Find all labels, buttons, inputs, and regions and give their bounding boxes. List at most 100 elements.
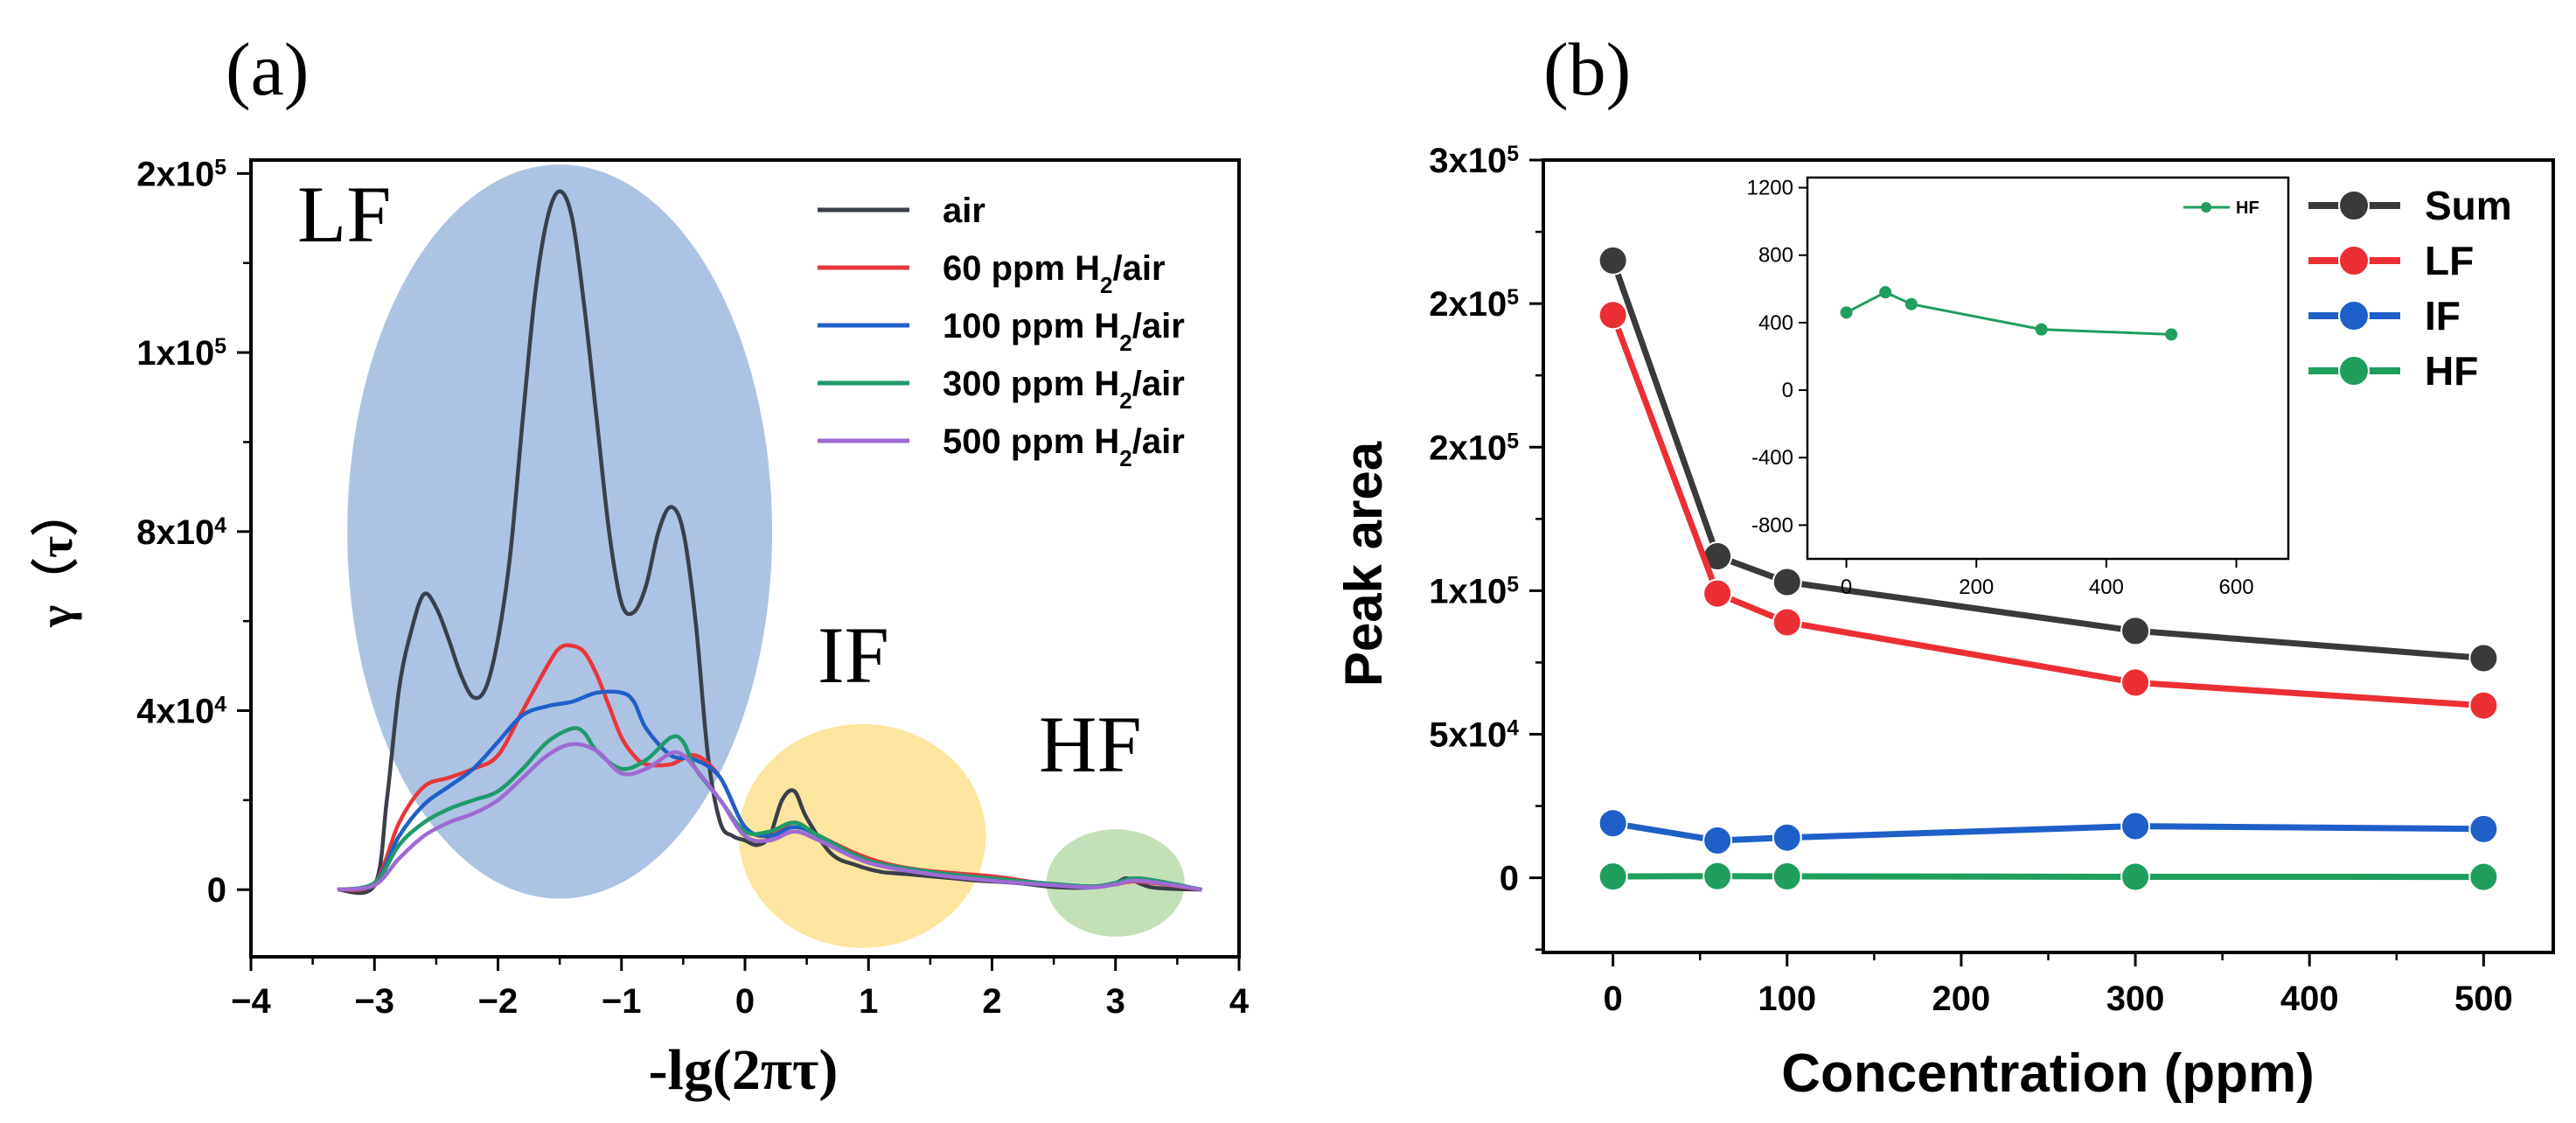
inset-legend-label: HF [2236,199,2259,218]
inset-marker-hf [1840,306,1853,319]
legend-label: Sum [2425,183,2512,228]
inset-x-tick-label: 400 [2089,575,2124,599]
x-tick-label: 0 [735,982,755,1021]
inset-y-tick-label: 1200 [1747,177,1793,200]
inset-frame [1806,176,2290,561]
panel-a-label: (a) [226,27,309,111]
plot-a-y-ticks: 0 4x104 8x104 1x105 2x105 [136,155,251,910]
x-tick-label: 300 [2106,980,2165,1018]
legend-marker [2338,245,2370,276]
x-tick-label: 200 [1932,980,1991,1018]
inset-y-tick-label: -400 [1751,446,1793,470]
inset-y-tick-label: 800 [1758,244,1793,268]
legend-label: HF [2425,348,2478,394]
x-tick-label: 4 [1229,982,1250,1021]
legend-label: 60 ppm H2/air [943,249,1166,298]
plot-b-xlabel: Concentration (ppm) [1781,1043,2315,1104]
x-tick-label: 2 [982,982,1001,1021]
line-500-ppm [337,742,1202,892]
x-tick-label: 100 [1758,980,1816,1018]
marker-sum [1772,567,1802,597]
legend-label: 500 ppm H2/air [943,422,1185,471]
x-tick-label: 500 [2454,980,2513,1018]
x-tick-label: −2 [478,982,519,1021]
legend-marker [2338,355,2370,387]
inset-marker-hf [1879,286,1892,299]
plot-b-y-ticks: 0 5x104 1x105 2x105 2x105 3x105 [1429,142,1543,951]
inset-y-tick-label: 0 [1782,379,1793,402]
legend-label: 300 ppm H2/air [943,365,1185,414]
marker-if [2120,811,2151,841]
y-tick-label: 1x105 [136,334,226,373]
legend-marker [2338,300,2370,331]
y-tick-label: 0 [1500,860,1519,898]
marker-hf [2468,861,2499,892]
marker-lf [1702,578,1733,609]
marker-hf [1702,861,1733,891]
legend-label: air [943,192,985,230]
plot-a-ylabel: γ（τ） [30,489,82,628]
x-tick-label: 3 [1106,982,1125,1021]
y-tick-label: 3x105 [1429,142,1519,180]
peak-area-lines [1598,245,2499,892]
panel-b-label: (b) [1543,27,1631,111]
plot-a-x-ticks: −4 −3 −2 −1 0 1 2 3 4 [231,957,1250,1021]
line-hf [1612,873,2484,881]
marker-if [2468,813,2499,844]
x-tick-label: 400 [2280,980,2339,1018]
marker-if [1702,825,1733,855]
y-tick-label: 2x105 [136,155,226,193]
inset-marker-hf [1904,297,1918,310]
y-tick-label: 0 [207,871,226,910]
marker-sum [2120,616,2151,646]
inset-y-tick-label: 400 [1758,311,1793,335]
marker-lf [1598,300,1628,331]
y-tick-label: 8x104 [136,513,226,552]
if-region-label: IF [818,610,889,700]
lf-region-label: LF [297,170,391,259]
y-tick-label: 1x105 [1429,572,1519,610]
inset-plot: 0 200 400 600 1200 800 400 0 -400 -800 HF [1747,177,2259,599]
plot-b-legend: Sum LF IF HF [2308,183,2512,394]
marker-sum [1598,245,1628,276]
region-if [738,723,986,948]
marker-lf [2468,690,2499,721]
marker-hf [2120,861,2151,892]
plot-a-legend: air 60 ppm H2/air 100 ppm H2/air 300 ppm H2… [818,192,1185,471]
x-tick-label: 0 [1604,980,1623,1018]
inset-x-tick-label: 200 [1959,575,1994,599]
marker-sum [2468,643,2499,673]
line-300-ppm [337,726,1202,892]
marker-if [1772,822,1802,853]
region-lf [347,164,773,899]
marker-hf [1598,861,1628,892]
legend-label: IF [2425,293,2461,338]
legend-label: LF [2425,238,2474,283]
legend-label: 100 ppm H2/air [943,307,1185,356]
legend-marker [2338,190,2370,221]
y-tick-label: 2x105 [1429,285,1519,324]
hf-region-label: HF [1039,700,1142,789]
inset-marker-hf [2035,323,2048,336]
line-air [337,189,1202,896]
y-tick-label: 5x104 [1429,716,1519,755]
marker-lf [2120,667,2151,698]
y-tick-label: 4x104 [136,693,226,731]
inset-marker-hf [2165,328,2178,341]
marker-if [1598,808,1628,839]
region-ellipses [347,164,1185,948]
plot-b-x-ticks: 0 100 200 300 400 500 [1604,952,2513,1018]
x-tick-label: 1 [859,982,878,1021]
marker-lf [1772,607,1802,638]
inset-legend-marker [2201,202,2211,213]
y-tick-label: 2x105 [1429,429,1519,467]
x-tick-label: −3 [354,982,394,1021]
spectra-lines [337,189,1202,896]
inset-y-tick-label: -800 [1751,513,1793,537]
marker-hf [1772,861,1802,891]
x-tick-label: −1 [602,982,642,1021]
plot-b-ylabel: Peak area [1334,441,1393,687]
inset-x-tick-label: 600 [2219,575,2254,599]
plot-a-xlabel: -lg(2πτ) [649,1038,839,1102]
